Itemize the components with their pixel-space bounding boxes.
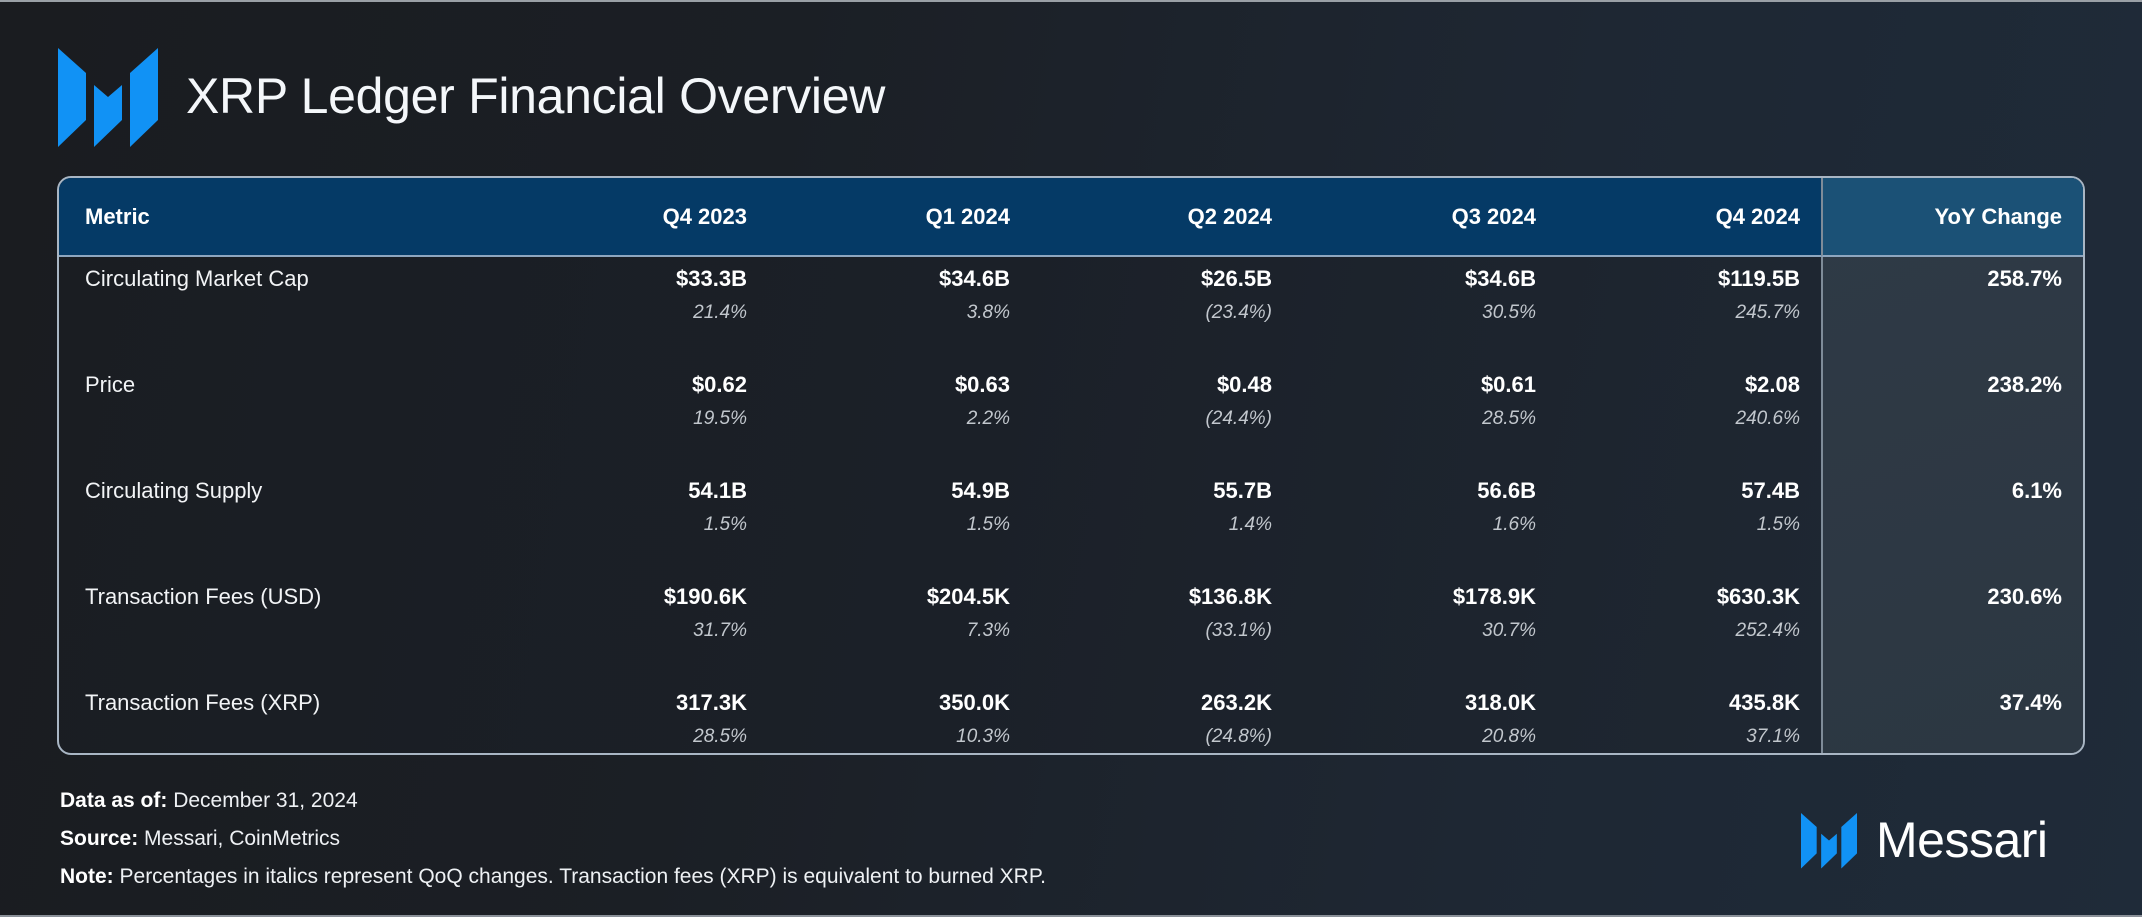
column-header-q3-2024: Q3 2024 bbox=[1451, 204, 1536, 229]
financial-overview-table: Metric Q4 2023 Q1 2024 Q2 2024 Q3 2024 Q… bbox=[57, 176, 2085, 755]
value-q1-2024: $34.6B bbox=[939, 266, 1010, 291]
value-q2-2024: $0.48 bbox=[1216, 372, 1272, 397]
qoq-q4-2024: 37.1% bbox=[1746, 726, 1800, 747]
value-q3-2024: $0.61 bbox=[1480, 372, 1536, 397]
note-value: Percentages in italics represent QoQ cha… bbox=[113, 865, 1046, 888]
value-q4-2024: 435.8K bbox=[1729, 690, 1800, 715]
value-q4-2023: $0.62 bbox=[691, 372, 747, 397]
value-q2-2024: 263.2K bbox=[1201, 690, 1272, 715]
yoy-header-cell bbox=[1821, 178, 2083, 257]
qoq-q3-2024: 1.6% bbox=[1492, 514, 1536, 535]
column-header-yoy-change: YoY Change bbox=[1934, 204, 2062, 229]
value-yoy-change: 6.1% bbox=[2011, 478, 2062, 503]
column-header-q1-2024: Q1 2024 bbox=[925, 204, 1010, 229]
qoq-q4-2024: 245.7% bbox=[1735, 302, 1800, 323]
qoq-q2-2024: (33.1%) bbox=[1205, 620, 1272, 641]
qoq-q4-2023: 31.7% bbox=[693, 620, 747, 641]
metric-label: Circulating Supply bbox=[85, 478, 263, 503]
qoq-q4-2023: 21.4% bbox=[693, 302, 747, 323]
metric-label: Price bbox=[85, 372, 136, 397]
value-q3-2024: $34.6B bbox=[1465, 266, 1536, 291]
value-yoy-change: 238.2% bbox=[1987, 372, 2062, 397]
value-q1-2024: $0.63 bbox=[954, 372, 1010, 397]
qoq-q3-2024: 30.5% bbox=[1482, 302, 1536, 323]
qoq-q4-2024: 1.5% bbox=[1756, 514, 1800, 535]
qoq-q1-2024: 1.5% bbox=[966, 514, 1010, 535]
value-q4-2023: 317.3K bbox=[676, 690, 747, 715]
qoq-q2-2024: (24.8%) bbox=[1205, 726, 1272, 747]
value-q1-2024: 54.9B bbox=[951, 478, 1010, 503]
value-yoy-change: 230.6% bbox=[1987, 584, 2062, 609]
metric-label: Circulating Market Cap bbox=[85, 266, 309, 291]
value-q3-2024: 318.0K bbox=[1465, 690, 1536, 715]
qoq-q4-2023: 19.5% bbox=[693, 408, 747, 429]
metric-label: Transaction Fees (USD) bbox=[85, 584, 322, 609]
metric-label: Transaction Fees (XRP) bbox=[85, 690, 321, 715]
messari-logo-icon bbox=[58, 48, 158, 147]
value-q3-2024: $178.9K bbox=[1452, 584, 1536, 609]
qoq-q4-2024: 240.6% bbox=[1735, 408, 1800, 429]
value-q2-2024: 55.7B bbox=[1213, 478, 1272, 503]
qoq-q3-2024: 20.8% bbox=[1482, 726, 1536, 747]
value-q3-2024: 56.6B bbox=[1477, 478, 1536, 503]
qoq-q1-2024: 7.3% bbox=[966, 620, 1010, 641]
qoq-q1-2024: 10.3% bbox=[956, 726, 1010, 747]
value-q4-2024: $630.3K bbox=[1716, 584, 1800, 609]
value-yoy-change: 258.7% bbox=[1987, 266, 2062, 291]
value-q2-2024: $26.5B bbox=[1201, 266, 1272, 291]
value-q4-2023: $33.3B bbox=[676, 266, 747, 291]
data-as-of-value: December 31, 2024 bbox=[167, 789, 358, 812]
column-header-q4-2023: Q4 2023 bbox=[662, 204, 747, 229]
qoq-q2-2024: 1.4% bbox=[1228, 514, 1272, 535]
footer-data-as-of: Data as of: December 31, 2024 bbox=[60, 788, 358, 814]
yoy-column-background bbox=[1821, 178, 2083, 753]
value-q4-2024: $2.08 bbox=[1744, 372, 1800, 397]
source-label: Source: bbox=[60, 827, 139, 850]
column-header-q4-2024: Q4 2024 bbox=[1715, 204, 1800, 229]
messari-wordmark: Messari bbox=[1876, 812, 2048, 868]
footer-source: Source: Messari, CoinMetrics bbox=[60, 826, 340, 852]
source-value: Messari, CoinMetrics bbox=[138, 827, 341, 850]
qoq-q2-2024: (23.4%) bbox=[1205, 302, 1272, 323]
value-q4-2023: 54.1B bbox=[688, 478, 747, 503]
qoq-q1-2024: 3.8% bbox=[966, 302, 1010, 323]
messari-logo-icon bbox=[1801, 813, 1857, 869]
top-border-line bbox=[0, 0, 2142, 2]
column-header-q2-2024: Q2 2024 bbox=[1187, 204, 1272, 229]
qoq-q4-2023: 28.5% bbox=[693, 726, 747, 747]
value-q1-2024: $204.5K bbox=[926, 584, 1010, 609]
qoq-q3-2024: 30.7% bbox=[1482, 620, 1536, 641]
page-title: XRP Ledger Financial Overview bbox=[186, 68, 886, 124]
value-q4-2023: $190.6K bbox=[663, 584, 747, 609]
column-header-metric: Metric bbox=[85, 204, 150, 229]
value-q1-2024: 350.0K bbox=[939, 690, 1010, 715]
note-label: Note: bbox=[60, 865, 114, 888]
value-yoy-change: 37.4% bbox=[1999, 690, 2062, 715]
table-header-row bbox=[59, 178, 2083, 257]
value-q4-2024: 57.4B bbox=[1741, 478, 1800, 503]
qoq-q2-2024: (24.4%) bbox=[1205, 408, 1272, 429]
data-as-of-label: Data as of: bbox=[60, 789, 168, 812]
qoq-q3-2024: 28.5% bbox=[1482, 408, 1536, 429]
qoq-q4-2023: 1.5% bbox=[703, 514, 747, 535]
footer-note: Note: Percentages in italics represent Q… bbox=[60, 864, 1046, 890]
qoq-q1-2024: 2.2% bbox=[966, 408, 1010, 429]
value-q4-2024: $119.5B bbox=[1718, 266, 1800, 291]
qoq-q4-2024: 252.4% bbox=[1735, 620, 1800, 641]
value-q2-2024: $136.8K bbox=[1188, 584, 1272, 609]
bottom-border-line bbox=[0, 915, 2142, 917]
